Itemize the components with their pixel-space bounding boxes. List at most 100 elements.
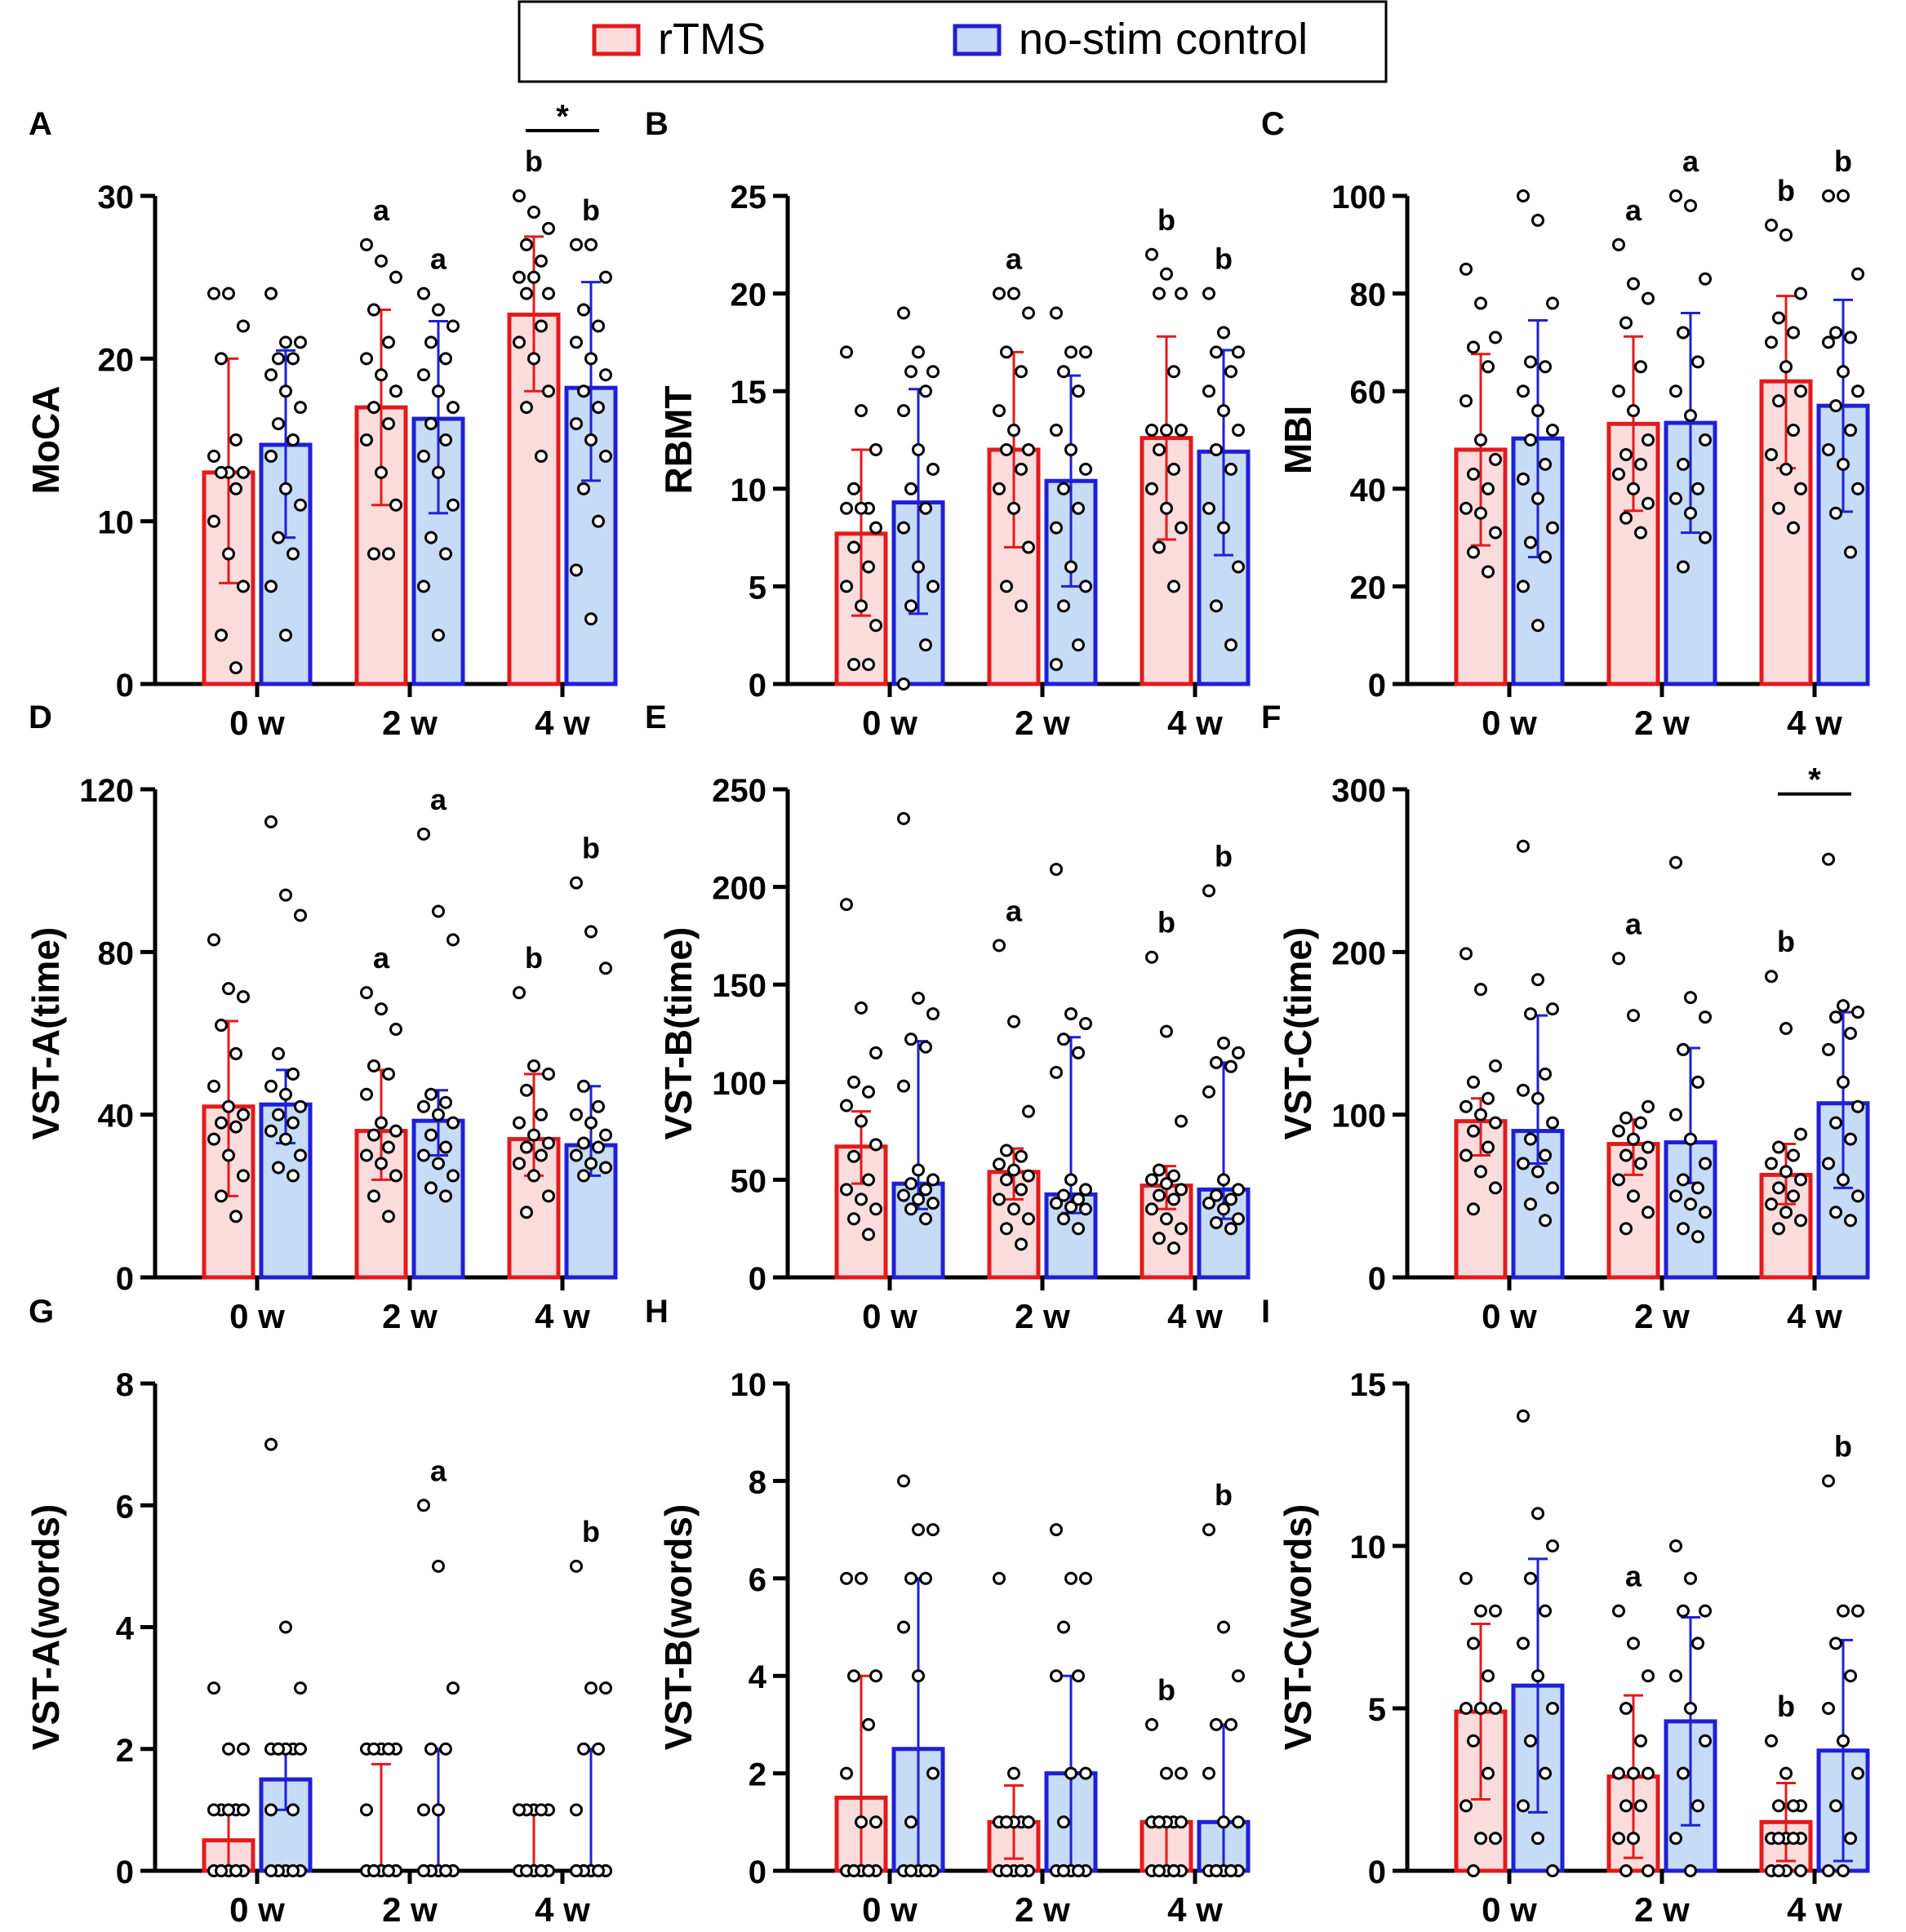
data-point xyxy=(1699,1734,1712,1748)
data-point xyxy=(577,1136,590,1150)
data-point xyxy=(417,1099,430,1113)
data-point xyxy=(513,1157,526,1170)
data-point xyxy=(1210,345,1223,359)
y-tick-label: 10 xyxy=(731,1367,767,1403)
x-tick-label: 2 w xyxy=(382,1297,438,1335)
data-point xyxy=(926,1523,940,1537)
data-point xyxy=(1007,424,1020,437)
data-point xyxy=(1684,1197,1697,1211)
data-point xyxy=(417,1499,430,1512)
data-point xyxy=(382,417,395,431)
data-point xyxy=(389,384,402,398)
data-point xyxy=(1050,1197,1063,1210)
data-point xyxy=(215,1019,228,1033)
data-point xyxy=(1669,855,1682,869)
significance-star: * xyxy=(556,99,569,135)
x-tick-label: 4 w xyxy=(1787,1297,1842,1335)
data-point xyxy=(847,540,860,554)
data-point xyxy=(1517,1637,1530,1650)
data-point xyxy=(1837,1734,1850,1748)
data-point xyxy=(1546,296,1559,310)
data-point xyxy=(279,888,292,902)
y-tick-label: 100 xyxy=(712,1066,766,1102)
significance-letter: b xyxy=(1215,1478,1233,1512)
data-point xyxy=(542,221,555,235)
data-point xyxy=(520,401,533,415)
data-point xyxy=(1829,326,1842,340)
data-point xyxy=(432,465,445,479)
data-point xyxy=(840,501,853,515)
data-point xyxy=(382,335,395,349)
data-point xyxy=(1517,839,1530,853)
y-tick-label: 4 xyxy=(116,1611,135,1647)
data-point xyxy=(360,352,373,366)
data-point xyxy=(222,1148,235,1162)
data-point xyxy=(229,661,242,675)
data-point xyxy=(1634,457,1647,471)
data-point xyxy=(570,1803,583,1817)
data-point xyxy=(535,449,548,463)
data-point xyxy=(584,433,598,446)
data-point xyxy=(367,1189,380,1203)
data-point xyxy=(1524,1007,1537,1021)
data-point xyxy=(912,442,925,456)
data-point xyxy=(1772,1222,1785,1236)
data-point xyxy=(847,658,860,672)
data-point xyxy=(869,1202,882,1216)
data-point xyxy=(1224,638,1237,652)
data-point xyxy=(237,1803,250,1817)
data-point xyxy=(897,677,910,691)
data-point xyxy=(1779,1165,1793,1179)
significance-letter: a xyxy=(430,242,447,276)
data-point xyxy=(1612,1766,1625,1780)
data-point xyxy=(912,1669,925,1683)
data-point xyxy=(1232,1815,1245,1829)
data-point xyxy=(1160,1177,1173,1191)
data-point xyxy=(1202,1085,1215,1099)
data-point xyxy=(432,1157,445,1170)
data-point xyxy=(1837,1864,1850,1877)
data-point xyxy=(897,1188,910,1202)
data-point xyxy=(264,1124,278,1138)
data-point xyxy=(1072,638,1085,652)
data-point xyxy=(417,449,430,463)
x-tick-label: 0 w xyxy=(1482,704,1537,742)
data-point xyxy=(1482,1766,1495,1780)
data-point xyxy=(1779,1022,1793,1036)
data-point xyxy=(1539,1067,1552,1081)
data-point xyxy=(279,384,292,398)
data-point xyxy=(1079,1017,1092,1031)
data-point xyxy=(287,1864,300,1877)
data-point xyxy=(294,335,307,349)
data-point xyxy=(1612,467,1625,481)
data-point xyxy=(432,303,445,317)
data-point xyxy=(294,1148,307,1162)
data-point xyxy=(360,433,373,446)
data-point xyxy=(1837,365,1850,379)
data-point xyxy=(1167,580,1180,593)
data-point xyxy=(1474,1702,1487,1715)
significance-letter: a xyxy=(1006,242,1023,276)
y-tick-label: 5 xyxy=(749,570,766,606)
data-point xyxy=(272,1046,285,1060)
data-point xyxy=(599,1161,612,1175)
data-point xyxy=(207,1681,220,1695)
data-point xyxy=(360,238,373,251)
y-tick-label: 8 xyxy=(749,1464,766,1500)
data-point xyxy=(527,270,540,284)
significance-letter: b xyxy=(525,144,543,178)
data-point xyxy=(1829,506,1842,520)
data-point xyxy=(577,1079,590,1093)
data-point xyxy=(1524,433,1537,446)
data-point xyxy=(272,1161,285,1175)
significance-letter: a xyxy=(1006,894,1023,927)
data-point xyxy=(926,365,940,379)
data-point xyxy=(847,1075,860,1089)
data-point xyxy=(1822,335,1835,349)
data-point xyxy=(1474,1832,1487,1845)
data-point xyxy=(1669,1832,1682,1845)
panel-b: B 0 5 10 15 20 25 RBMT 0 w 2 w a 4 w b b xyxy=(645,106,1251,742)
data-point xyxy=(222,1803,235,1817)
data-point xyxy=(417,1148,430,1162)
data-point xyxy=(382,1067,395,1081)
